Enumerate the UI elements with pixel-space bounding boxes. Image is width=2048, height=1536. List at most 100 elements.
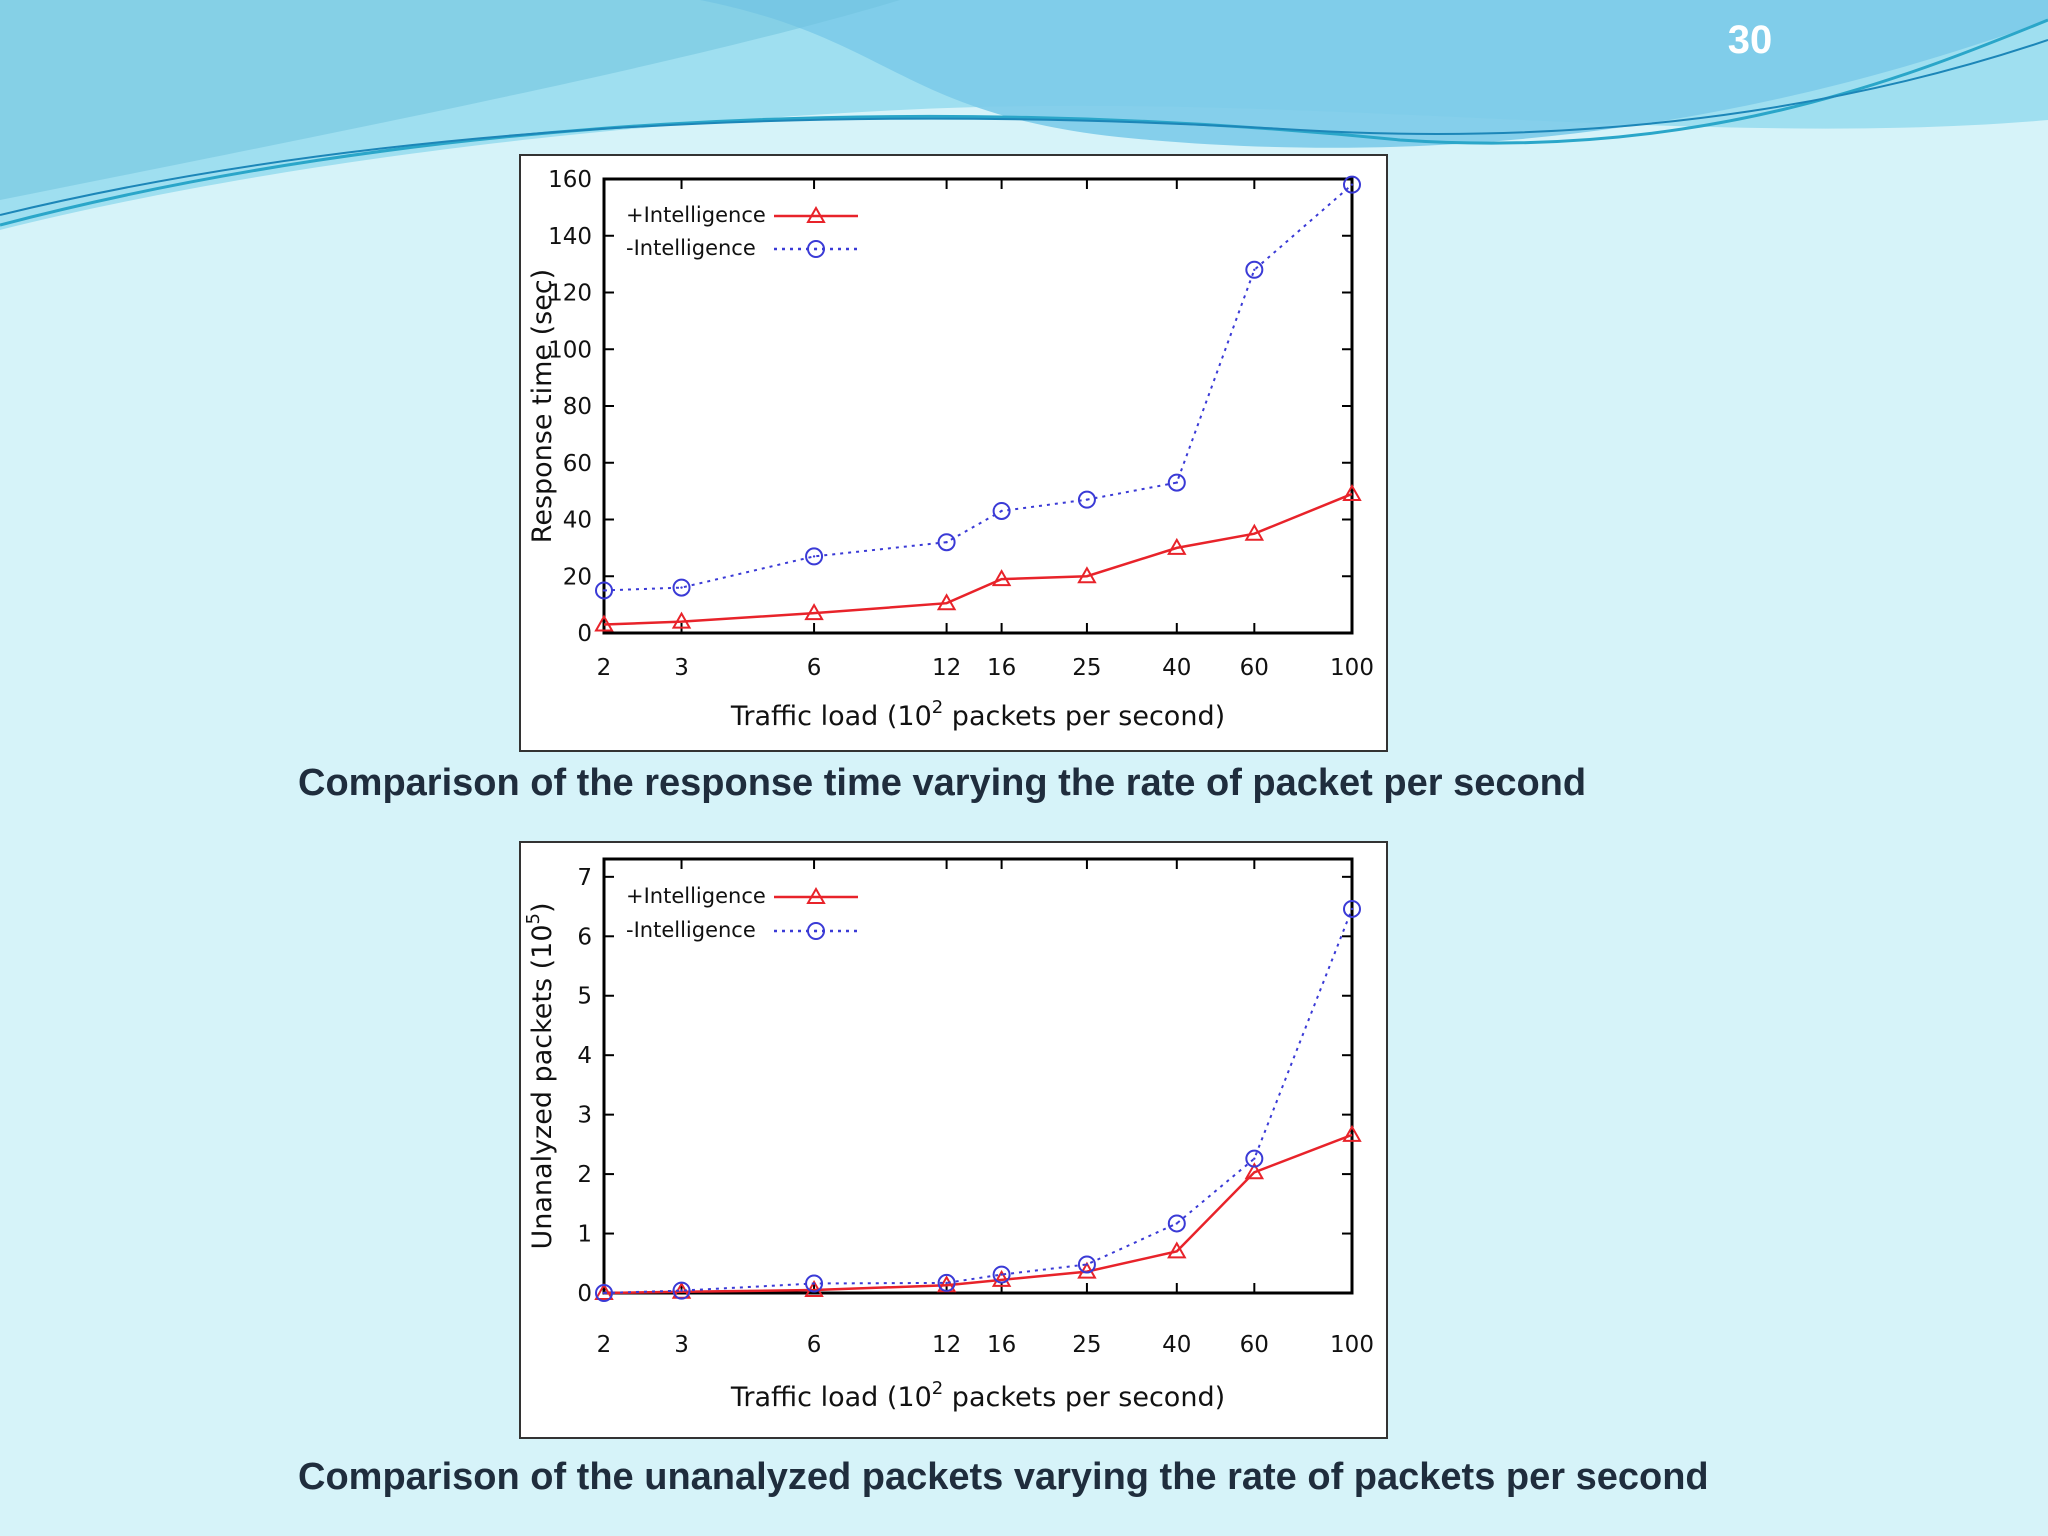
data-point-triangle [1342, 1124, 1362, 1142]
data-point-circle [805, 1274, 824, 1293]
x-axis-label: Traffic load (102 packets per second) [730, 697, 1225, 732]
data-point-circle [1077, 1255, 1096, 1274]
data-point-triangle [1244, 1162, 1265, 1180]
y-axis-label: Unanalyzed packets (105) [523, 902, 558, 1249]
response-time-chart: 0 20 40 60 80 100 120 140 160 2 3 6 12 16 25 40 60 100 Tra… [527, 167, 1374, 732]
y-tick-label: 3 [577, 1103, 592, 1129]
data-point-circle [595, 1284, 613, 1302]
data-point-circle [1167, 473, 1186, 492]
x-tick-label: 40 [1162, 655, 1191, 681]
y-tick-label: 4 [577, 1043, 592, 1069]
legend-marker-triangle [806, 886, 826, 904]
data-point-triangle [804, 603, 824, 621]
data-point-triangle [1077, 566, 1097, 584]
data-point-triangle [804, 1280, 824, 1298]
x-axis-label-text: Traffic load (10 [730, 1382, 932, 1413]
response-time-caption: Comparison of the response time varying … [298, 762, 1587, 804]
data-point-triangle [991, 1269, 1012, 1287]
legend-marker-triangle [806, 205, 826, 223]
x-axis-label: Traffic load (102 packets per second) [730, 1378, 1225, 1413]
legend-label: -Intelligence [626, 236, 756, 260]
x-tick-label: 16 [987, 655, 1016, 681]
legend-marker-circle [807, 922, 825, 940]
legend-marker-circle-center [814, 929, 818, 933]
data-point-triangle [1167, 1241, 1187, 1259]
y-tick-label: 6 [577, 924, 592, 950]
data-point-circle [1245, 1149, 1264, 1168]
y-tick-label: 20 [563, 564, 592, 590]
data-point-circle [937, 1273, 956, 1292]
data-point-triangle [594, 1282, 614, 1300]
data-point-triangle [1342, 483, 1362, 501]
y-tick-label: 7 [577, 865, 592, 891]
series-line [603, 1133, 1353, 1295]
y-axis-label-text: Response time (sec) [527, 269, 558, 543]
data-point-circle [937, 533, 956, 552]
data-point-circle-center [1085, 498, 1089, 501]
data-point-circle-center [1175, 1222, 1179, 1225]
y-tick-label: 60 [563, 451, 592, 477]
data-point-circle-center [945, 1281, 948, 1285]
data-point-circle [595, 581, 613, 600]
wave-line-2 [0, 39, 2048, 216]
y-tick-label: 160 [548, 167, 592, 193]
data-point-circle-center [1350, 183, 1354, 186]
x-axis-label-sup: 2 [932, 697, 943, 718]
y-tick-label: 1 [577, 1222, 592, 1248]
legend-label: +Intelligence [626, 884, 766, 908]
y-axis-label-end: ) [527, 902, 558, 913]
data-point-circle [672, 578, 691, 597]
x-tick-label: 60 [1240, 1332, 1269, 1358]
data-point-circle-center [812, 1282, 816, 1285]
x-tick-label: 40 [1162, 1332, 1191, 1358]
x-tick-label: 12 [932, 1332, 961, 1358]
background-wave [0, 0, 2048, 230]
data-point-triangle [1244, 523, 1265, 541]
x-tick-label: 25 [1072, 655, 1101, 681]
x-tick-label: 100 [1330, 1332, 1374, 1358]
data-point-circle-center [945, 541, 948, 544]
x-axis-label-text: Traffic load (10 [730, 701, 932, 732]
data-point-circle-center [1253, 268, 1256, 271]
x-tick-label: 3 [674, 1332, 689, 1358]
data-point-circle-center [1253, 1157, 1256, 1160]
data-point-circle-center [680, 1289, 683, 1292]
x-axis-label-end: packets per second) [943, 1382, 1225, 1413]
y-tick-label: 40 [563, 508, 592, 534]
series-line [603, 492, 1353, 626]
x-tick-label: 3 [674, 655, 689, 681]
data-point-triangle [1167, 537, 1187, 555]
legend-label: -Intelligence [626, 918, 756, 942]
data-point-circle-center [680, 586, 683, 589]
x-tick-label: 6 [807, 1332, 822, 1358]
y-tick-label: 5 [577, 984, 592, 1010]
x-tick-label: 6 [807, 655, 822, 681]
data-point-circle [1343, 899, 1361, 918]
data-point-circle-center [1175, 481, 1179, 484]
data-point-triangle [594, 614, 614, 632]
data-point-triangle [936, 593, 957, 611]
unanalyzed-packets-chart-frame: 0 1 2 3 4 5 6 7 2 3 6 12 16 25 40 60 100 Traffic load (10… [519, 841, 1388, 1439]
y-tick-label: 0 [577, 1281, 592, 1307]
data-point-circle-center [1000, 1273, 1003, 1276]
data-point-circle-center [812, 555, 816, 558]
data-point-circle [1167, 1214, 1186, 1233]
y-tick-label: 2 [577, 1162, 592, 1188]
data-point-circle-center [1000, 509, 1003, 513]
y-axis-label-sup: 5 [523, 913, 544, 924]
data-point-circle [992, 501, 1011, 520]
legend: +Intelligence -Intelligence [626, 203, 858, 260]
y-axis-label: Response time (sec) [527, 269, 558, 543]
y-tick-label: 100 [548, 337, 592, 363]
plot-area-border [602, 857, 1354, 1295]
x-tick-label: 25 [1072, 1332, 1101, 1358]
x-axis-label-end: packets per second) [943, 701, 1225, 732]
x-tick-label: 100 [1330, 655, 1374, 681]
y-axis-label-text: Unanalyzed packets (10 [527, 924, 558, 1249]
unanalyzed-packets-caption: Comparison of the unanalyzed packets var… [298, 1456, 1709, 1498]
data-point-triangle [671, 611, 692, 629]
x-axis-label-sup: 2 [932, 1378, 943, 1399]
y-tick-label: 80 [563, 394, 592, 420]
y-tick-label: 140 [548, 224, 592, 250]
